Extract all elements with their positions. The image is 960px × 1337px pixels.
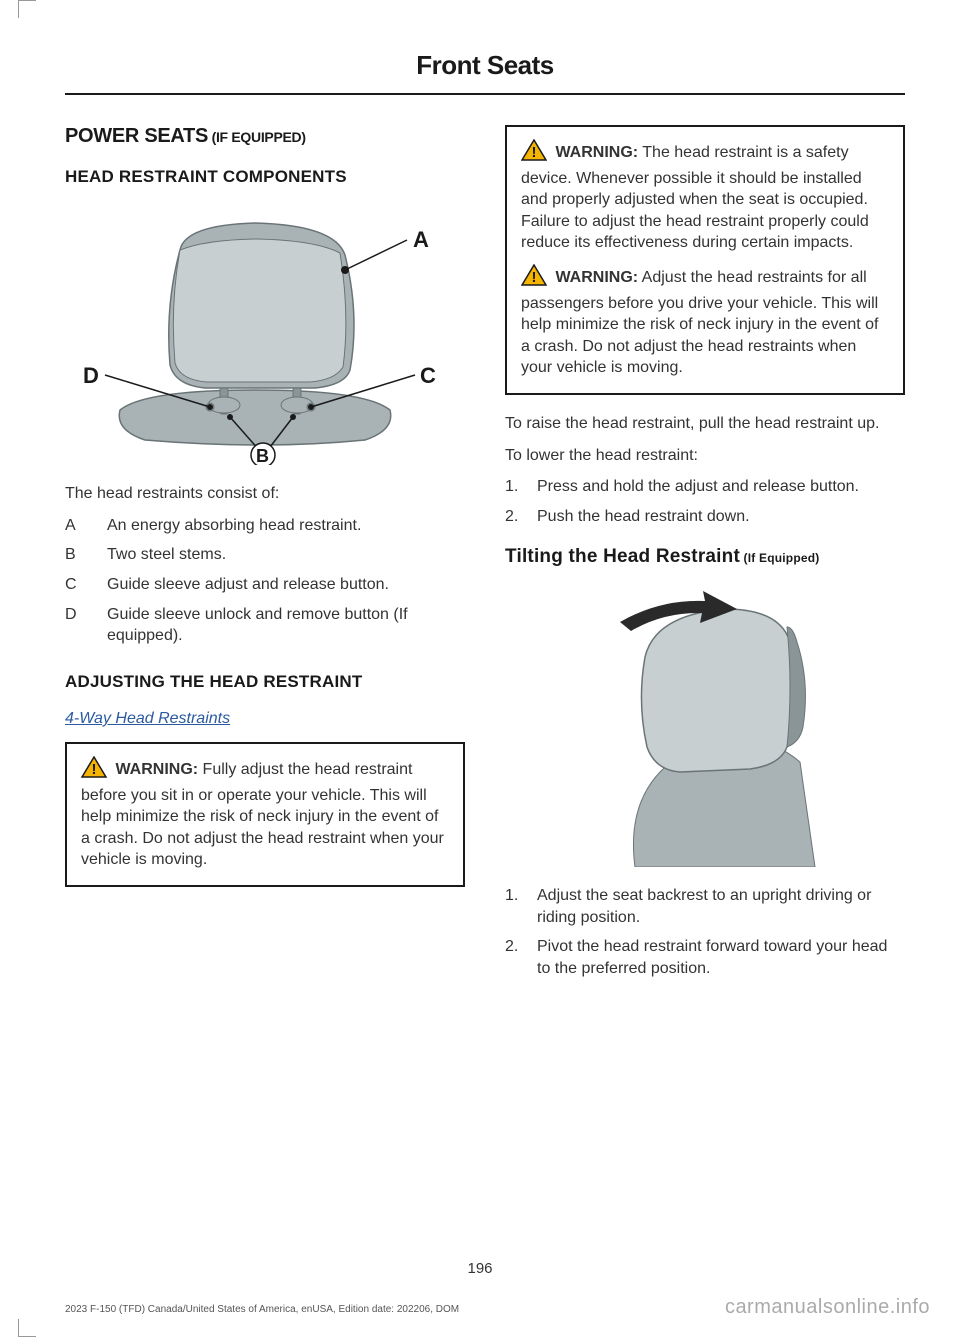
left-column: POWER SEATS (IF EQUIPPED) HEAD RESTRAINT… — [65, 125, 465, 997]
raise-text: To raise the head restraint, pull the he… — [505, 413, 905, 435]
lower-intro: To lower the head restraint: — [505, 445, 905, 467]
tilting-heading-text: Tilting the Head Restraint — [505, 546, 740, 567]
def-key: B — [65, 544, 107, 566]
def-key: D — [65, 604, 107, 647]
adjusting-heading: ADJUSTING THE HEAD RESTRAINT — [65, 671, 465, 692]
tilting-figure — [505, 587, 905, 867]
components-svg: A C D B — [65, 205, 445, 465]
footer-meta: 2023 F-150 (TFD) Canada/United States of… — [65, 1304, 459, 1315]
warning-box-2: ! WARNING: The head restraint is a safet… — [505, 125, 905, 395]
warning-2: ! WARNING: The head restraint is a safet… — [521, 139, 889, 254]
power-seats-qualifier: (IF EQUIPPED) — [208, 129, 306, 145]
power-seats-heading-text: POWER SEATS — [65, 125, 208, 147]
warning-box-1: ! WARNING: Fully adjust the head restrai… — [65, 742, 465, 887]
warning-3: ! WARNING: Adjust the head restraints fo… — [521, 264, 889, 379]
two-column-layout: POWER SEATS (IF EQUIPPED) HEAD RESTRAINT… — [65, 125, 905, 997]
list-item: Press and hold the adjust and release bu… — [505, 476, 905, 498]
warning-icon: ! — [81, 756, 107, 785]
tilting-qualifier: (If Equipped) — [740, 551, 819, 565]
def-row: A An energy absorbing head restraint. — [65, 515, 465, 537]
four-way-link[interactable]: 4-Way Head Restraints — [65, 710, 465, 728]
def-row: D Guide sleeve unlock and remove button … — [65, 604, 465, 647]
lower-steps: Press and hold the adjust and release bu… — [505, 476, 905, 527]
watermark: carmanualsonline.info — [725, 1296, 930, 1319]
warning-label: WARNING: — [115, 761, 198, 778]
def-key: A — [65, 515, 107, 537]
title-divider — [65, 93, 905, 95]
page-title: Front Seats — [65, 50, 905, 93]
step-text: Push the head restraint down. — [537, 506, 750, 528]
list-item: Pivot the head restraint forward toward … — [505, 936, 905, 979]
list-item: Adjust the seat backrest to an upright d… — [505, 885, 905, 928]
step-text: Adjust the seat backrest to an upright d… — [537, 885, 905, 928]
tilt-steps: Adjust the seat backrest to an upright d… — [505, 885, 905, 979]
warning-icon: ! — [521, 139, 547, 168]
def-val: An energy absorbing head restraint. — [107, 515, 465, 537]
def-row: C Guide sleeve adjust and release button… — [65, 574, 465, 596]
warning-label: WARNING: — [555, 144, 638, 161]
warning-label: WARNING: — [555, 269, 638, 286]
tilting-heading: Tilting the Head Restraint (If Equipped) — [505, 545, 905, 569]
svg-text:!: ! — [532, 269, 537, 286]
components-intro: The head restraints consist of: — [65, 483, 465, 505]
step-text: Press and hold the adjust and release bu… — [537, 476, 859, 498]
def-row: B Two steel stems. — [65, 544, 465, 566]
warning-icon: ! — [521, 264, 547, 293]
svg-text:A: A — [413, 227, 429, 252]
def-key: C — [65, 574, 107, 596]
page-container: Front Seats POWER SEATS (IF EQUIPPED) HE… — [0, 0, 960, 1337]
def-val: Guide sleeve adjust and release button. — [107, 574, 465, 596]
tilting-svg — [565, 587, 835, 867]
def-val: Two steel stems. — [107, 544, 465, 566]
components-definition-list: A An energy absorbing head restraint. B … — [65, 515, 465, 647]
head-restraint-components-figure: A C D B — [65, 205, 465, 465]
svg-text:!: ! — [532, 144, 537, 161]
power-seats-heading: POWER SEATS (IF EQUIPPED) — [65, 125, 465, 148]
step-text: Pivot the head restraint forward toward … — [537, 936, 905, 979]
list-item: Push the head restraint down. — [505, 506, 905, 528]
page-number: 196 — [0, 1260, 960, 1277]
svg-text:!: ! — [92, 761, 97, 778]
right-column: ! WARNING: The head restraint is a safet… — [505, 125, 905, 997]
svg-text:C: C — [420, 363, 436, 388]
components-heading: HEAD RESTRAINT COMPONENTS — [65, 166, 465, 187]
svg-text:D: D — [83, 363, 99, 388]
warning-1: ! WARNING: Fully adjust the head restrai… — [81, 756, 449, 871]
svg-text:B: B — [256, 446, 269, 465]
def-val: Guide sleeve unlock and remove button (I… — [107, 604, 465, 647]
